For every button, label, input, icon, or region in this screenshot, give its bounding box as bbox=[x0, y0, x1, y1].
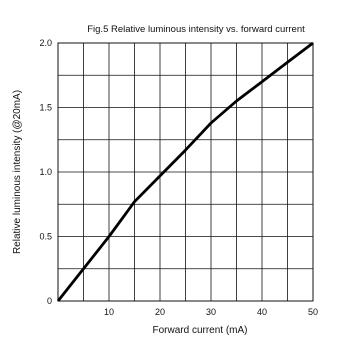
y-tick-label: 0.5 bbox=[39, 232, 52, 242]
x-tick-label: 40 bbox=[257, 307, 267, 317]
y-tick-label: 1.5 bbox=[39, 103, 52, 113]
y-axis-label: Relative luminous intensity (@20mA) bbox=[12, 90, 23, 254]
x-axis-label: Forward current (mA) bbox=[152, 325, 247, 336]
chart-title: Fig.5 Relative luminous intensity vs. fo… bbox=[87, 24, 305, 35]
y-tick-labels: 0 0.5 1.0 1.5 2.0 bbox=[39, 38, 52, 306]
y-tick-label: 2.0 bbox=[39, 38, 52, 48]
x-tick-label: 50 bbox=[308, 307, 318, 317]
plot-frame bbox=[57, 42, 314, 302]
x-tick-labels: 10 20 30 40 50 bbox=[104, 307, 318, 317]
x-tick-label: 10 bbox=[104, 307, 114, 317]
x-tick-label: 20 bbox=[155, 307, 165, 317]
y-tick-label: 0 bbox=[47, 296, 52, 306]
y-tick-label: 1.0 bbox=[39, 167, 52, 177]
grid bbox=[58, 43, 313, 301]
x-tick-label: 30 bbox=[206, 307, 216, 317]
series-line bbox=[56, 41, 314, 302]
